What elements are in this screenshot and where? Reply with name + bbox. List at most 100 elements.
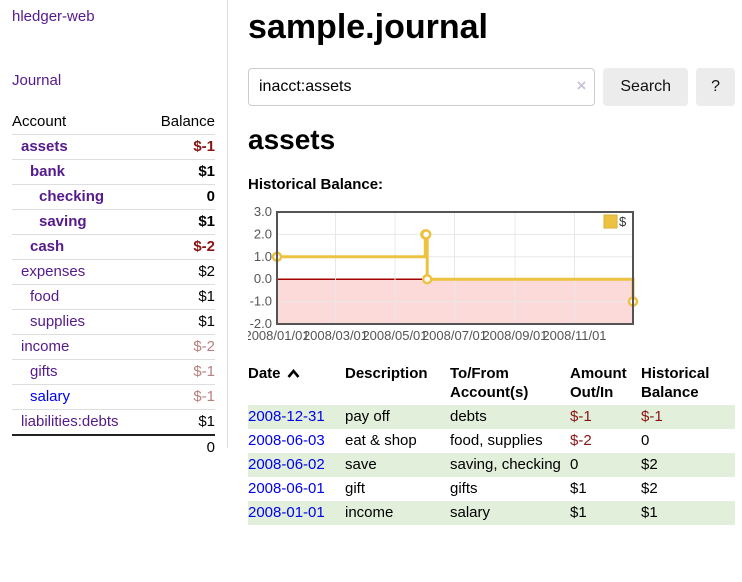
- account-row: food $1: [12, 284, 215, 310]
- account-link[interactable]: food: [30, 288, 60, 305]
- account-row: supplies $1: [12, 309, 215, 335]
- accounts-column-header: To/From Account(s): [450, 365, 529, 401]
- transaction-amount: 0: [570, 456, 579, 473]
- account-row: assets $-1: [12, 134, 215, 160]
- account-balance: $-2: [193, 338, 215, 355]
- search-bar: × Search ?: [248, 68, 735, 106]
- account-link[interactable]: assets: [21, 138, 68, 155]
- historical-balance-chart[interactable]: $3.0 2.0 1.0 0.0 -1.0 -2.02008/01/012008/03/0…: [248, 202, 735, 348]
- account-balance: $-2: [193, 238, 215, 255]
- transaction-date-link[interactable]: 2008-12-31: [248, 408, 325, 425]
- register-table-header: Date Description To/From Account(s) Amou…: [248, 362, 735, 405]
- transaction-description: gift: [345, 480, 366, 497]
- x-tick-label: 2008/11/01: [542, 328, 606, 343]
- legend-swatch: [603, 214, 618, 229]
- y-tick-label: -2.0: [250, 316, 272, 331]
- transaction-balance: $2: [641, 480, 658, 497]
- search-input-wrap: ×: [248, 68, 596, 106]
- account-link[interactable]: expenses: [21, 263, 86, 280]
- account-balance: 0: [206, 188, 215, 205]
- account-row: saving $1: [12, 209, 215, 235]
- account-link[interactable]: bank: [30, 163, 66, 180]
- register-row: 2008-12-31 pay off debts $-1 $-1: [248, 405, 735, 429]
- transaction-accounts: debts: [450, 408, 487, 425]
- app-title-link[interactable]: hledger-web: [12, 8, 95, 25]
- transaction-amount: $1: [570, 504, 587, 521]
- transaction-description: eat & shop: [345, 432, 417, 449]
- account-row: cash $-2: [12, 234, 215, 260]
- account-link[interactable]: income: [21, 338, 70, 355]
- account-link[interactable]: checking: [39, 188, 105, 205]
- account-balance: $-1: [193, 363, 215, 380]
- x-tick-label: 2008/03/01: [303, 328, 368, 343]
- account-link[interactable]: liabilities:debts: [21, 413, 119, 430]
- account-heading: assets: [248, 124, 336, 155]
- register-table-body: 2008-12-31 pay off debts $-1 $-1 2008-06-03 ea…: [248, 405, 735, 525]
- data-point-marker: [420, 229, 432, 240]
- transaction-description: income: [345, 504, 394, 521]
- x-tick-label: 2008/05/01: [362, 328, 427, 343]
- sidebar: hledger-web Journal Account Balance asse…: [0, 0, 228, 456]
- account-column-header: Account: [12, 113, 67, 130]
- y-tick-label: -1.0: [250, 294, 272, 309]
- transaction-amount: $-2: [570, 432, 592, 449]
- transaction-balance: $1: [641, 504, 658, 521]
- account-link[interactable]: saving: [39, 213, 87, 230]
- description-column-header: Description: [345, 365, 428, 382]
- data-point-marker: [421, 273, 433, 285]
- x-tick-label: 2008/09/01: [482, 328, 547, 343]
- account-link[interactable]: salary: [30, 388, 71, 405]
- account-balance: $1: [198, 288, 215, 305]
- account-row: bank $1: [12, 159, 215, 185]
- account-balance: $1: [198, 163, 215, 180]
- search-help-button[interactable]: ?: [696, 68, 735, 106]
- account-row: liabilities:debts $1: [12, 409, 215, 436]
- account-balance: $1: [198, 413, 215, 430]
- x-tick-label: 2008/07/01: [422, 328, 487, 343]
- transaction-amount: $1: [570, 480, 587, 497]
- register-row: 2008-06-02 save saving, checking 0 $2: [248, 453, 735, 477]
- register-row: 2008-06-01 gift gifts $1 $2: [248, 477, 735, 501]
- accounts-table-header: Account Balance: [12, 110, 215, 135]
- account-link[interactable]: supplies: [30, 313, 86, 330]
- search-button[interactable]: Search: [603, 68, 689, 106]
- transaction-description: pay off: [345, 408, 390, 425]
- register-row: 2008-01-01 income salary $1 $1: [248, 501, 735, 525]
- chart-section-label: Historical Balance:: [248, 176, 384, 193]
- transaction-balance: $-1: [641, 408, 663, 425]
- date-column-header[interactable]: Date: [248, 362, 345, 405]
- y-tick-label: 2.0: [254, 226, 272, 241]
- account-link[interactable]: cash: [30, 238, 65, 255]
- y-tick-label: 3.0: [254, 204, 272, 219]
- plot-border: [276, 211, 634, 325]
- transaction-balance: $2: [641, 456, 658, 473]
- search-input[interactable]: [248, 68, 596, 106]
- sort-ascending-icon: [287, 368, 300, 378]
- y-tick-label: 1.0: [254, 249, 272, 264]
- balance-column-header: Balance: [160, 113, 215, 130]
- account-row: income $-2: [12, 334, 215, 360]
- clear-search-icon[interactable]: ×: [576, 76, 587, 95]
- account-row: checking 0: [12, 184, 215, 210]
- account-balance: $2: [198, 263, 215, 280]
- register-row: 2008-06-03 eat & shop food, supplies $-2 0: [248, 429, 735, 453]
- transaction-date-link[interactable]: 2008-06-01: [248, 480, 325, 497]
- transaction-date-link[interactable]: 2008-01-01: [248, 504, 325, 521]
- account-row: gifts $-1: [12, 359, 215, 385]
- balance-column-header-main: Historical Balance: [641, 365, 710, 401]
- amount-column-header: Amount Out/In: [570, 365, 627, 401]
- account-balance: $1: [198, 313, 215, 330]
- transaction-accounts: gifts: [450, 480, 478, 497]
- transaction-date-link[interactable]: 2008-06-03: [248, 432, 325, 449]
- y-tick-label: 0.0: [254, 271, 272, 286]
- sidebar-item-journal[interactable]: Journal: [12, 72, 62, 89]
- account-balance: $1: [198, 213, 215, 230]
- transaction-amount: $-1: [570, 408, 592, 425]
- transaction-date-link[interactable]: 2008-06-02: [248, 456, 325, 473]
- account-balance: $-1: [193, 138, 215, 155]
- accounts-table: Account Balance assets $-1 bank $1 checking 0…: [12, 110, 215, 460]
- account-link[interactable]: gifts: [30, 363, 58, 380]
- transaction-accounts: salary: [450, 504, 491, 521]
- main-content: sample.journal × Search ? assets Histori…: [248, 0, 735, 525]
- account-row: salary $-1: [12, 384, 215, 410]
